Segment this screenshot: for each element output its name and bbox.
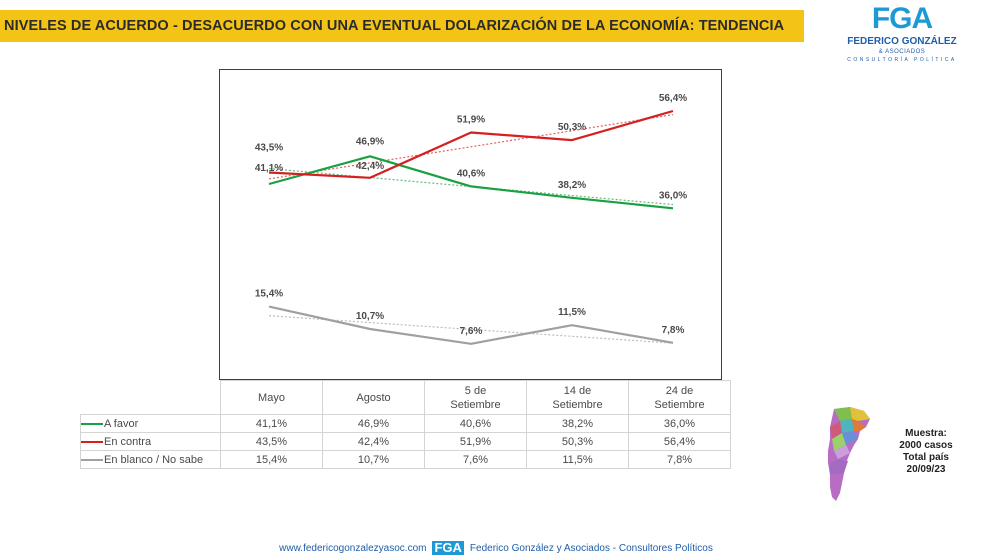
data-label: 38,2%: [558, 180, 586, 191]
table-row: En blanco / No sabe 15,4% 10,7% 7,6% 11,5% 7,…: [80, 450, 731, 469]
logo-tagline: CONSULTORÍA POLÍTICA: [847, 57, 957, 63]
legend-entry: A favor: [80, 414, 221, 433]
data-label: 7,6%: [460, 326, 483, 337]
sample-scope: Total país: [903, 452, 949, 463]
sample-info: Muestra: 2000 casos Total país 20/09/23: [888, 428, 964, 476]
column-header: 24 de Setiembre: [628, 380, 731, 415]
table-cell: 51,9%: [424, 432, 527, 451]
column-header: Mayo: [220, 380, 323, 415]
table-cell: 15,4%: [220, 450, 323, 469]
legend-swatch: [81, 458, 103, 461]
legend-entry: En blanco / No sabe: [80, 450, 221, 469]
column-header: Agosto: [322, 380, 425, 415]
table-row: A favor 41,1% 46,9% 40,6% 38,2% 36,0%: [80, 414, 731, 433]
data-label: 43,5%: [255, 143, 283, 154]
sample-label: Muestra:: [905, 428, 947, 439]
argentina-map-icon: [820, 405, 880, 505]
data-label: 7,8%: [662, 325, 685, 336]
table-row: En contra 43,5% 42,4% 51,9% 50,3% 56,4%: [80, 432, 731, 451]
table-corner: [81, 381, 221, 415]
table-cell: 41,1%: [220, 414, 323, 433]
series-line-0: [268, 155, 674, 210]
table-cell: 38,2%: [526, 414, 629, 433]
data-label: 50,3%: [558, 122, 586, 133]
legend-swatch: [81, 422, 103, 425]
data-label: 15,4%: [255, 289, 283, 300]
legend-entry: En contra: [80, 432, 221, 451]
table-cell: 40,6%: [424, 414, 527, 433]
data-label: 10,7%: [356, 311, 384, 322]
footer-company: Federico González y Asociados - Consulto…: [469, 542, 713, 554]
footer-url[interactable]: www.federicogonzalezyasoc.com: [279, 542, 427, 554]
data-label: 41,1%: [255, 163, 283, 174]
legend-swatch: [81, 440, 103, 443]
sample-size: 2000 casos: [899, 440, 953, 451]
data-table: Mayo Agosto 5 de Setiembre 14 de Setiembre 24 …: [80, 380, 731, 469]
trendline-2: [268, 315, 674, 344]
data-label: 36,0%: [659, 190, 687, 201]
table-cell: 7,6%: [424, 450, 527, 469]
data-label: 11,5%: [558, 307, 586, 318]
data-label: 56,4%: [659, 93, 687, 104]
table-cell: 10,7%: [322, 450, 425, 469]
table-cell: 36,0%: [628, 414, 731, 433]
trendline-1: [268, 114, 674, 180]
sample-date: 20/09/23: [906, 464, 946, 475]
data-label: 42,4%: [356, 161, 384, 172]
data-label: 51,9%: [457, 114, 485, 125]
table-cell: 42,4%: [322, 432, 425, 451]
table-cell: 46,9%: [322, 414, 425, 433]
data-label: 40,6%: [457, 168, 485, 179]
table-cell: 50,3%: [526, 432, 629, 451]
table-cell: 7,8%: [628, 450, 731, 469]
title-bar: NIVELES DE ACUERDO - DESACUERDO CON UNA …: [0, 10, 804, 42]
table-cell: 56,4%: [628, 432, 731, 451]
footer: www.federicogonzalezyasoc.com FGA Federi…: [0, 540, 992, 556]
chart-title: NIVELES DE ACUERDO - DESACUERDO CON UNA …: [4, 18, 785, 34]
table-cell: 43,5%: [220, 432, 323, 451]
column-header: 5 de Setiembre: [424, 380, 527, 415]
column-header: 14 de Setiembre: [526, 380, 629, 415]
data-label: 46,9%: [356, 136, 384, 147]
logo-name: FEDERICO GONZÁLEZ: [847, 36, 957, 47]
logo-mark: FGA: [871, 2, 933, 35]
footer-logo: FGA: [432, 540, 464, 555]
series-line-2: [268, 305, 674, 345]
fga-logo: FGA FEDERICO GONZÁLEZ & ASOCIADOS CONSUL…: [835, 0, 969, 68]
logo-subtitle: & ASOCIADOS: [878, 49, 926, 55]
table-cell: 11,5%: [526, 450, 629, 469]
series-line-1: [268, 109, 674, 179]
